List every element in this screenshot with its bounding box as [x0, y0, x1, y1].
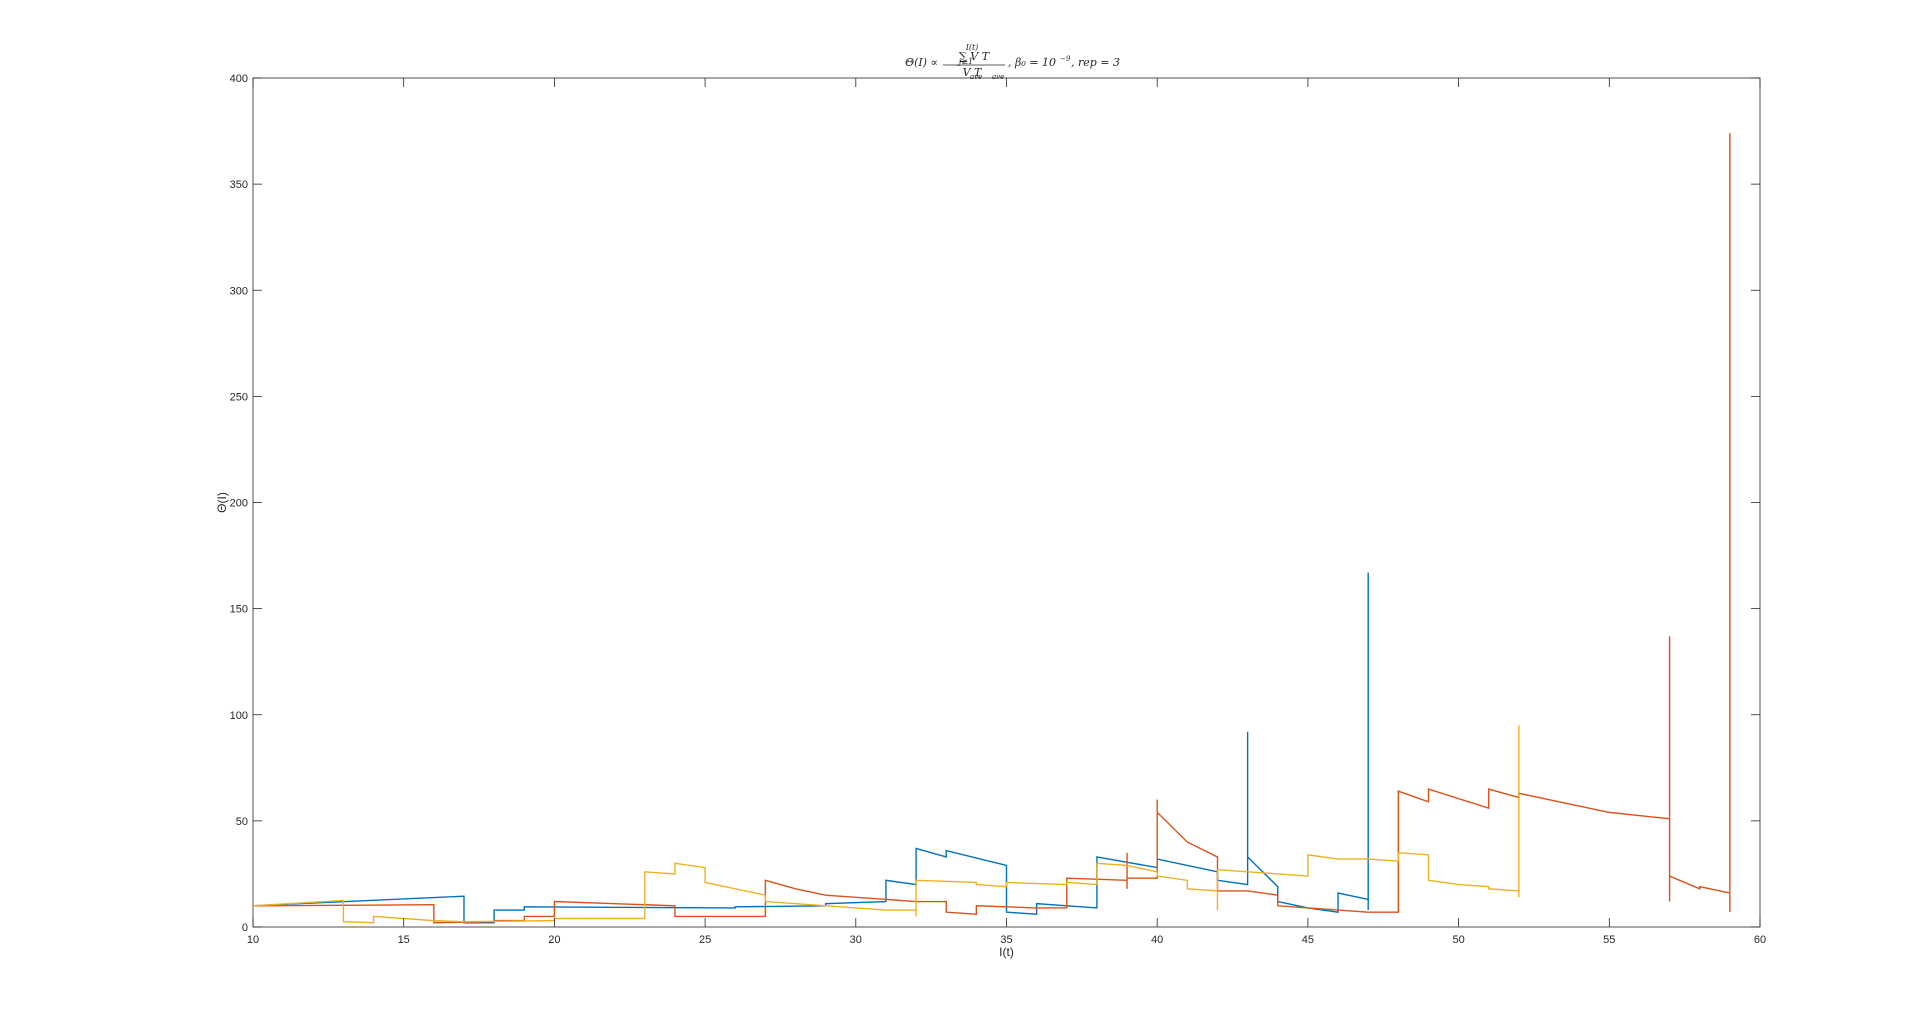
y-tick-label-3: 150	[230, 604, 248, 616]
series-line-2	[252, 133, 1731, 924]
x-axis-label: I(t)	[999, 945, 1014, 959]
x-tick-label-7: 45	[1302, 934, 1314, 946]
title-lhs: Θ(I) ∝	[905, 56, 938, 69]
x-tick-label-10: 60	[1754, 934, 1766, 946]
x-tick-label-3: 25	[699, 934, 711, 946]
x-tick-label-6: 40	[1151, 934, 1163, 946]
x-tick-label-5: 35	[1000, 934, 1012, 946]
series-line-3	[252, 725, 1520, 924]
x-axis-ticks: 10 15 20 25 30 35 40 45 50 55 60	[247, 78, 1766, 946]
plot-area: 10 15 20 25 30 35 40 45 50 55 60 0 50 100 150 200 250 30…	[230, 73, 1766, 946]
y-axis-ticks: 0 50 100 150 200 250 300 350 400	[230, 73, 1760, 934]
y-tick-label-7: 350	[230, 179, 248, 191]
x-tick-label-4: 30	[850, 934, 862, 946]
y-axis-label: Θ(I)	[215, 492, 229, 513]
y-tick-label-1: 50	[236, 816, 248, 828]
x-tick-label-2: 20	[548, 934, 560, 946]
x-tick-label-9: 55	[1603, 934, 1615, 946]
title-tail: , β₀ = 10	[1008, 56, 1056, 69]
y-tick-label-4: 200	[230, 498, 248, 510]
x-tick-label-1: 15	[398, 934, 410, 946]
x-tick-label-8: 50	[1452, 934, 1464, 946]
y-tick-label-5: 250	[230, 391, 248, 403]
title-numerator: ∑ V T	[959, 50, 991, 63]
y-tick-label-2: 100	[230, 710, 248, 722]
y-tick-label-8: 400	[230, 73, 248, 85]
chart-title: Θ(I) ∝ I(t) ∑ V T j≥1 V T ave ave , β₀ =…	[905, 43, 1120, 81]
title-den-sub2: ave	[992, 73, 1004, 81]
title-sum-upper: I(t)	[965, 43, 979, 52]
title-tail-end: , rep = 3	[1071, 56, 1120, 69]
title-denominator: V T	[963, 66, 983, 79]
y-tick-label-6: 300	[230, 285, 248, 297]
title-den-sub1: ave	[970, 73, 982, 81]
x-tick-label-0: 10	[247, 934, 259, 946]
y-tick-label-0: 0	[242, 922, 248, 934]
series-group	[252, 133, 1731, 924]
title-tail-exponent: −9	[1060, 55, 1071, 63]
title-sum-lower: j≥1	[957, 57, 973, 66]
